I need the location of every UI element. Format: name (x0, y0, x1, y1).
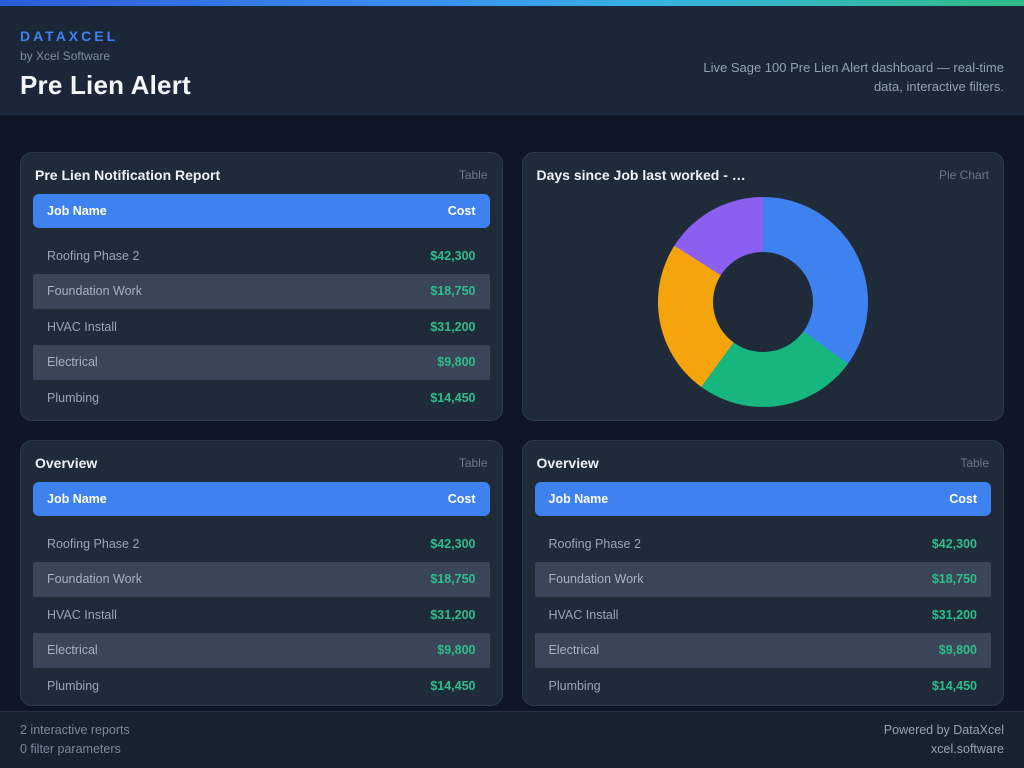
job-name-cell: Plumbing (47, 678, 100, 693)
card-title: Days since Job last worked - … (536, 167, 746, 183)
cost-cell: $9,800 (437, 355, 476, 370)
cost-cell: $14,450 (931, 678, 977, 693)
column-header-cost: Cost (949, 492, 977, 506)
column-header-cost: Cost (447, 492, 476, 506)
table-row[interactable]: Foundation Work $18,750 (33, 561, 490, 597)
card-header: Overview Table (535, 453, 992, 471)
cost-cell: $9,800 (938, 643, 977, 658)
accent-gradient-bar (0, 0, 1024, 6)
dashboard-tagline: Live Sage 100 Pre Lien Alert dashboard —… (703, 60, 1004, 94)
table-row[interactable]: Roofing Phase 2 $42,300 (535, 526, 992, 562)
dashboard-grid: Pre Lien Notification Report Table Job N… (0, 115, 1024, 711)
job-name-cell: Roofing Phase 2 (47, 536, 140, 551)
app-footer: 2 interactive reports 0 filter parameter… (0, 711, 1024, 768)
table-row[interactable]: Electrical $9,800 (33, 344, 490, 380)
donut-chart[interactable] (657, 197, 868, 407)
cost-cell: $42,300 (430, 248, 476, 263)
job-name-cell: HVAC Install (47, 607, 117, 622)
cost-cell: $18,750 (430, 284, 476, 299)
brand-byline: by Xcel Software (20, 49, 111, 63)
column-header-job-name: Job Name (47, 492, 107, 506)
job-name-cell: HVAC Install (47, 319, 117, 334)
cost-cell: $31,200 (430, 607, 476, 622)
column-header-cost: Cost (447, 204, 476, 218)
job-name-cell: Electrical (548, 643, 600, 658)
table-body: Roofing Phase 2 $42,300 Foundation Work $18… (33, 526, 490, 704)
table-row[interactable]: Electrical $9,800 (534, 632, 991, 668)
job-name-cell: Foundation Work (548, 572, 644, 587)
card-header: Overview Table (33, 453, 490, 471)
job-name-cell: Foundation Work (47, 284, 142, 299)
header-left: DATAXCEL by Xcel Software Pre Lien Alert (20, 28, 191, 101)
cost-cell: $18,750 (931, 572, 977, 587)
cost-cell: $31,200 (931, 607, 977, 622)
table-row[interactable]: Roofing Phase 2 $42,300 (33, 526, 490, 562)
table-row[interactable]: Foundation Work $18,750 (33, 273, 490, 309)
card-overview-right: Overview Table Job Name Cost Roofing Pha… (521, 440, 1004, 706)
footer-branding: Powered by DataXcel xcel.software (884, 721, 1004, 768)
table-body: Roofing Phase 2 $42,300 Foundation Work $18… (534, 526, 992, 704)
cost-cell: $14,450 (430, 678, 476, 693)
card-overview-left: Overview Table Job Name Cost Roofing Pha… (20, 440, 503, 706)
page-title: Pre Lien Alert (20, 70, 191, 100)
card-pre-lien-report: Pre Lien Notification Report Table Job N… (20, 152, 503, 421)
jobs-table: Job Name Cost Roofing Phase 2 $42,300 Foun… (33, 194, 490, 416)
jobs-table: Job Name Cost Roofing Phase 2 $42,300 Foun… (534, 482, 992, 704)
brand-logo: DATAXCEL (20, 28, 119, 44)
table-row[interactable]: HVAC Install $31,200 (535, 597, 992, 633)
table-row[interactable]: HVAC Install $31,200 (33, 309, 490, 345)
card-title: Pre Lien Notification Report (35, 167, 221, 183)
table-row[interactable]: Roofing Phase 2 $42,300 (33, 238, 490, 274)
card-header: Days since Job last worked - … Pie Chart (535, 165, 992, 183)
cost-cell: $42,300 (430, 536, 476, 551)
site-link[interactable]: xcel.software (931, 742, 1004, 756)
job-name-cell: Roofing Phase 2 (548, 536, 641, 551)
job-name-cell: Plumbing (548, 678, 601, 693)
table-header-row: Job Name Cost (534, 482, 991, 516)
cost-cell: $18,750 (430, 572, 476, 587)
job-name-cell: Electrical (47, 643, 98, 658)
cost-cell: $42,300 (931, 536, 977, 551)
table-row[interactable]: Electrical $9,800 (33, 632, 490, 668)
table-body: Roofing Phase 2 $42,300 Foundation Work $18… (33, 238, 490, 416)
card-header: Pre Lien Notification Report Table (33, 165, 490, 183)
reports-count: 2 interactive reports (20, 723, 130, 737)
table-row[interactable]: Foundation Work $18,750 (534, 561, 991, 597)
pie-chart-area (535, 194, 992, 410)
card-title: Overview (536, 455, 599, 471)
table-row[interactable]: Plumbing $14,450 (33, 668, 490, 704)
cost-cell: $14,450 (430, 390, 476, 405)
footer-stats: 2 interactive reports 0 filter parameter… (20, 721, 130, 768)
table-header-row: Job Name Cost (33, 482, 490, 516)
table-row[interactable]: Plumbing $14,450 (33, 380, 490, 416)
card-type-badge: Table (458, 168, 488, 182)
filters-count: 0 filter parameters (20, 742, 121, 756)
table-header-row: Job Name Cost (33, 194, 490, 228)
card-type-badge: Table (458, 456, 488, 470)
job-name-cell: Plumbing (47, 390, 100, 405)
cost-cell: $9,800 (437, 643, 476, 658)
job-name-cell: HVAC Install (548, 607, 619, 622)
job-name-cell: Roofing Phase 2 (47, 248, 140, 263)
card-days-since-worked: Days since Job last worked - … Pie Chart (521, 152, 1004, 421)
card-type-badge: Table (960, 456, 989, 470)
column-header-job-name: Job Name (548, 492, 609, 506)
card-title: Overview (35, 455, 98, 471)
job-name-cell: Electrical (47, 355, 98, 370)
column-header-job-name: Job Name (47, 204, 107, 218)
table-row[interactable]: HVAC Install $31,200 (33, 597, 490, 633)
jobs-table: Job Name Cost Roofing Phase 2 $42,300 Foun… (33, 482, 490, 704)
table-row[interactable]: Plumbing $14,450 (535, 668, 992, 704)
cost-cell: $31,200 (430, 319, 476, 334)
card-type-badge: Pie Chart (938, 168, 989, 182)
job-name-cell: Foundation Work (47, 572, 142, 587)
app-header: DATAXCEL by Xcel Software Pre Lien Alert… (0, 6, 1024, 115)
powered-by: Powered by DataXcel (883, 723, 1004, 737)
